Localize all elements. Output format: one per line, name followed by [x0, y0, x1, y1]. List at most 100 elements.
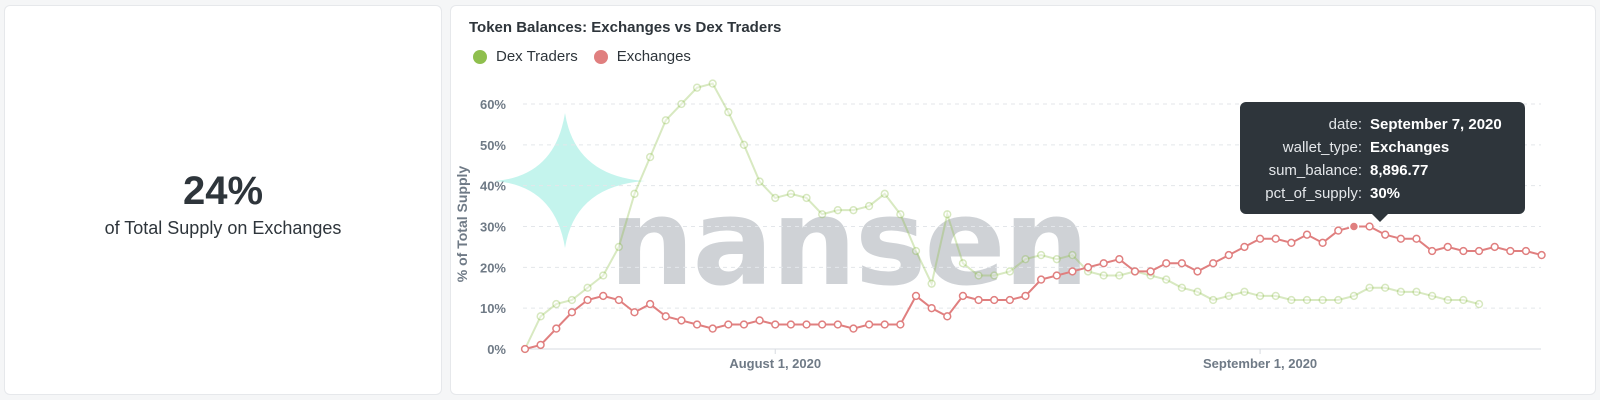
tooltip-key: date: [1328, 116, 1362, 133]
data-point [1318, 295, 1327, 305]
legend: Dex Traders Exchanges [473, 48, 691, 65]
data-point [1115, 271, 1124, 280]
data-point [1240, 287, 1249, 296]
data-point [1302, 230, 1312, 239]
nansen-logo-icon [495, 113, 645, 248]
data-point [1021, 255, 1030, 264]
data-point [630, 189, 639, 198]
x-tick-label: September 1, 2020 [1203, 356, 1317, 371]
legend-dot-icon [473, 49, 487, 64]
data-point [1443, 242, 1452, 252]
chart-title: Token Balances: Exchanges vs Dex Traders [469, 19, 782, 36]
logo-star-icon [495, 113, 645, 248]
data-point [1427, 246, 1437, 256]
data-point [943, 312, 952, 321]
data-point [692, 83, 702, 92]
data-point [1162, 275, 1171, 284]
data-point [1427, 291, 1437, 301]
data-point [1349, 291, 1359, 301]
tooltip-key: pct_of_supply: [1265, 185, 1362, 202]
data-point [958, 291, 968, 301]
data-point [1099, 271, 1108, 280]
data-point [849, 206, 858, 215]
data-point [614, 242, 623, 252]
data-point [567, 295, 577, 305]
data-point [1459, 246, 1468, 256]
y-axis-label: % of Total Supply [454, 166, 470, 283]
data-point [786, 189, 796, 198]
kpi-label: of Total Supply on Exchanges [104, 218, 342, 238]
data-point [1068, 267, 1077, 276]
chart-card: nansen 0% 10% 20% 30% 40% 50% 60% % of Total Sup… [450, 5, 1596, 395]
data-point [1318, 238, 1327, 247]
data-point [1381, 230, 1390, 239]
tooltip-value: September 7, 2020 [1370, 116, 1502, 133]
tooltip-value: 30% [1370, 185, 1401, 202]
data-point [630, 308, 639, 317]
legend-label: Dex Traders [496, 48, 578, 65]
data-point [1115, 255, 1124, 264]
data-point [677, 99, 686, 109]
legend-label: Exchanges [616, 48, 691, 65]
data-point [1005, 267, 1014, 276]
data-point [724, 108, 733, 117]
data-point [818, 210, 827, 219]
data-point [771, 193, 780, 203]
data-point [583, 283, 592, 292]
data-point [864, 320, 874, 329]
data-point [1302, 295, 1312, 305]
tooltip-value: 8,896.77 [1370, 162, 1429, 179]
tooltip-row: sum_balance: 8,896.77 [1240, 162, 1525, 182]
data-point [724, 320, 733, 329]
data-point [1209, 295, 1218, 305]
y-tick-label: 0% [487, 342, 506, 357]
data-point [1490, 242, 1499, 252]
data-point [1412, 287, 1421, 296]
data-point [755, 316, 764, 325]
data-point [661, 116, 670, 125]
data-point [802, 320, 811, 329]
data-point [599, 291, 608, 301]
data-point [833, 206, 842, 215]
data-point [1193, 267, 1202, 276]
data-point [1021, 291, 1030, 301]
data-point [552, 324, 561, 333]
data-point [990, 271, 999, 280]
data-point [927, 279, 936, 288]
data-point [755, 177, 764, 186]
data-point [990, 295, 999, 305]
y-tick-label: 10% [480, 301, 506, 316]
data-point [536, 312, 545, 321]
data-point [833, 320, 842, 329]
tooltip-key: sum_balance: [1268, 162, 1362, 179]
data-point [708, 79, 717, 88]
data-point [911, 246, 921, 256]
data-point [692, 320, 702, 329]
data-point [1334, 295, 1343, 305]
legend-item-dex-traders[interactable]: Dex Traders [473, 48, 578, 65]
legend-dot-icon [593, 49, 608, 64]
data-point [1287, 238, 1296, 247]
data-point [708, 324, 717, 333]
y-tick-label: 60% [480, 97, 506, 112]
data-point [1036, 275, 1046, 284]
series-line-dex-traders [524, 82, 1480, 350]
data-point [1396, 234, 1405, 243]
data-point [958, 259, 968, 268]
data-point [864, 201, 874, 211]
tooltip-row: wallet_type: Exchanges [1240, 139, 1525, 159]
data-point [1255, 234, 1265, 243]
data-point [1537, 250, 1546, 260]
data-point [599, 271, 608, 280]
data-point [1506, 246, 1515, 256]
x-tick-label: August 1, 2020 [729, 356, 821, 371]
data-point [818, 320, 827, 329]
data-point [552, 299, 561, 309]
data-point [583, 295, 592, 305]
y-tick-label: 40% [480, 179, 506, 194]
tooltip: date: September 7, 2020 wallet_type: Exc… [1240, 102, 1525, 222]
data-point [974, 271, 983, 280]
legend-item-exchanges[interactable]: Exchanges [593, 48, 691, 65]
data-point [1271, 234, 1280, 243]
data-point [1209, 259, 1218, 268]
